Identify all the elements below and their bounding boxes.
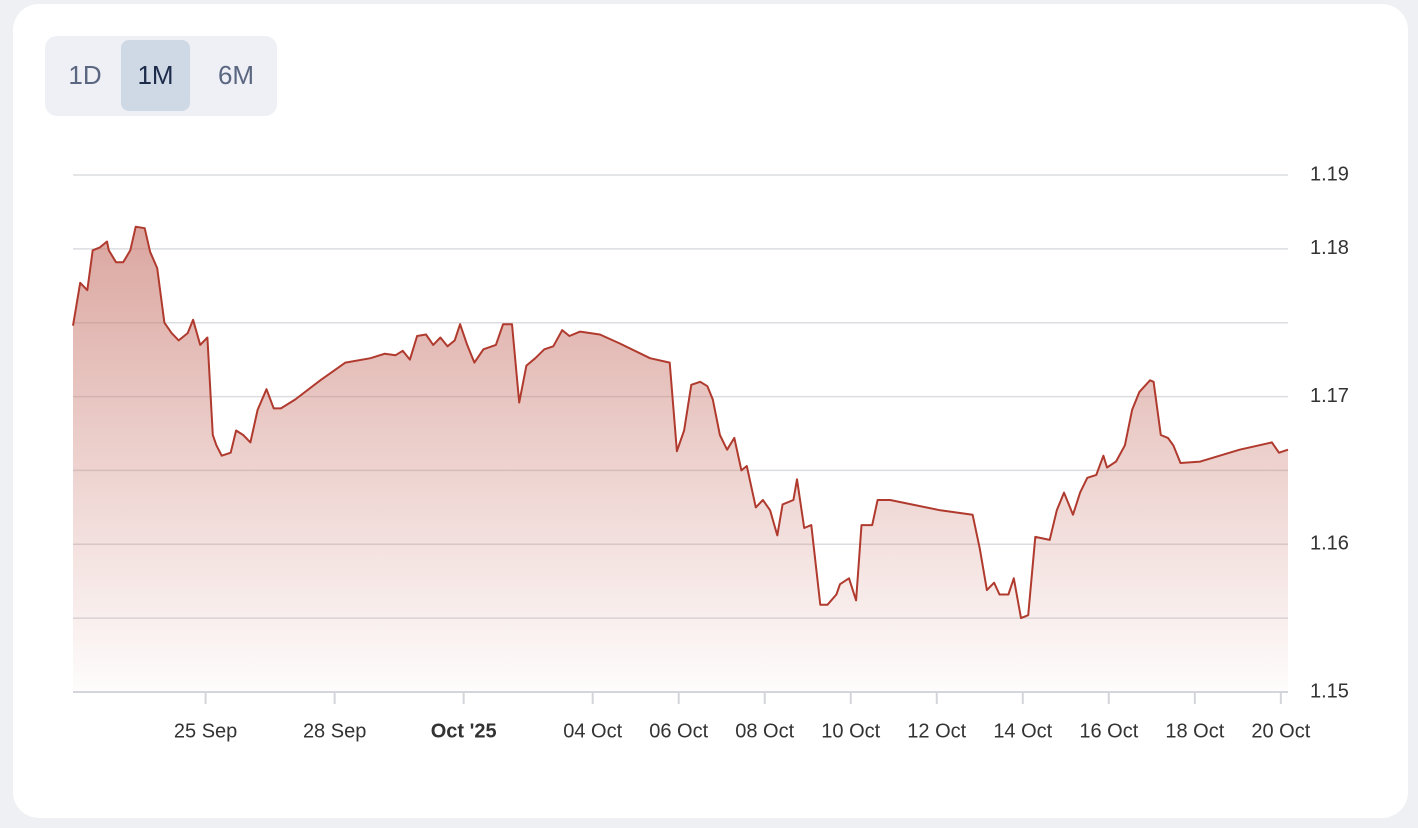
y-tick-label: 1.18 [1310, 237, 1349, 259]
x-tick-label: 12 Oct [907, 720, 966, 742]
x-tick-label: 10 Oct [821, 720, 880, 742]
x-tick-label: 08 Oct [735, 720, 794, 742]
y-tick-label: 1.16 [1310, 533, 1349, 555]
range-selector: 1D 1M 6M [45, 36, 277, 116]
range-button[interactable]: 1M [121, 40, 190, 111]
x-tick-label: 06 Oct [649, 720, 708, 742]
x-tick-label: 20 Oct [1251, 720, 1310, 742]
x-tick-label: 18 Oct [1165, 720, 1224, 742]
x-tick-label: Oct '25 [431, 720, 497, 742]
x-tick-label: 04 Oct [563, 720, 622, 742]
y-tick-label: 1.15 [1310, 680, 1349, 702]
x-tick-label: 28 Sep [303, 720, 366, 742]
line [72, 225, 1289, 620]
x-tick-label: 25 Sep [174, 720, 237, 742]
range-button[interactable]: 6M [217, 60, 255, 90]
y-tick-label: 1.19 [1310, 163, 1349, 185]
x-tick-label: 14 Oct [993, 720, 1052, 742]
y-tick-label: 1.17 [1310, 385, 1349, 407]
range-button[interactable]: 1D [68, 60, 102, 90]
x-tick-label: 16 Oct [1079, 720, 1138, 742]
area [73, 226, 1288, 692]
